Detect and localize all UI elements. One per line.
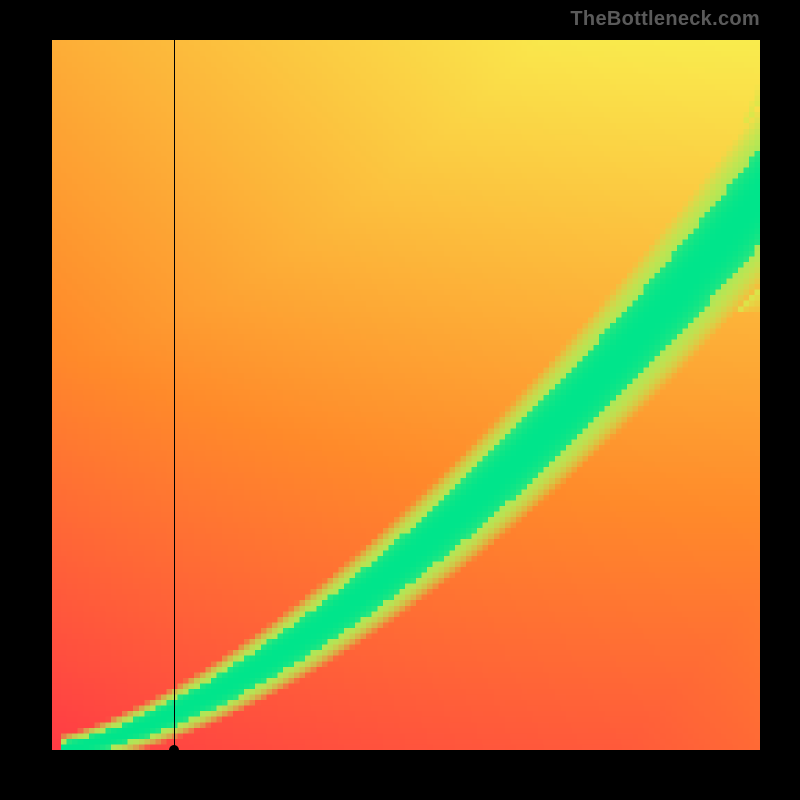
crosshair-vertical: [174, 40, 175, 755]
chart-container: TheBottleneck.com: [0, 0, 800, 800]
x-axis-line: [50, 750, 760, 752]
watermark-text: TheBottleneck.com: [570, 8, 760, 31]
heatmap-plot-area: [50, 40, 760, 750]
y-axis-line: [50, 40, 52, 752]
marker-point: [169, 745, 179, 755]
heatmap-canvas: [50, 40, 760, 750]
